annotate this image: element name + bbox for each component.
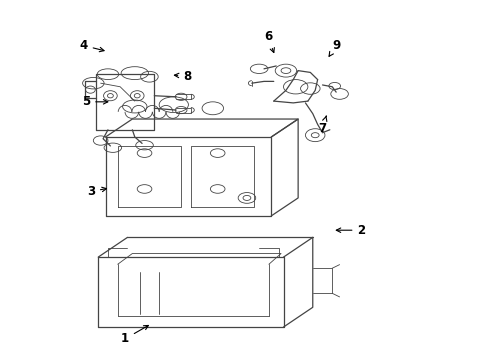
Text: 2: 2 xyxy=(336,224,365,237)
Text: 5: 5 xyxy=(81,95,108,108)
Text: 6: 6 xyxy=(263,30,274,53)
Text: 7: 7 xyxy=(318,116,326,135)
Text: 4: 4 xyxy=(80,39,104,52)
Text: 3: 3 xyxy=(87,185,106,198)
Text: 8: 8 xyxy=(174,69,191,82)
Text: 1: 1 xyxy=(121,325,148,345)
Text: 9: 9 xyxy=(328,39,340,56)
